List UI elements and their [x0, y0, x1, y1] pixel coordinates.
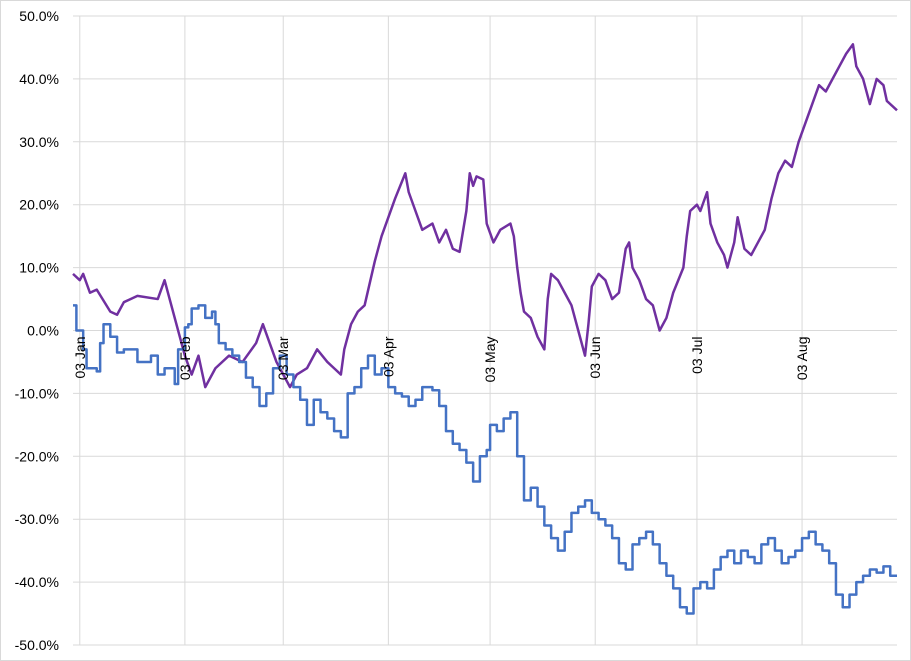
series-line-1	[72, 43, 898, 389]
x-tick-label: 03 Apr	[380, 336, 396, 377]
y-tick-label: 40.0%	[19, 71, 59, 87]
y-tick-label: -30.0%	[15, 511, 59, 527]
x-tick-label: 03 Mar	[275, 336, 291, 380]
y-tick-label: -40.0%	[15, 574, 59, 590]
x-tick-label: 03 Jun	[587, 337, 603, 379]
x-tick-label: 03 Jan	[72, 337, 88, 379]
x-tick-label: 03 Jul	[689, 337, 705, 374]
y-tick-label: 20.0%	[19, 197, 59, 213]
series-layer	[72, 43, 898, 615]
y-tick-label: 50.0%	[19, 8, 59, 24]
x-axis-tick-labels: 03 Jan 03 Feb 03 Mar 03 Apr 03 May 03 Jun 03 J…	[72, 336, 810, 382]
y-axis-tick-labels: 50.0% 40.0% 30.0% 20.0% 10.0% 0.0% -10.0% -20.0…	[15, 8, 59, 653]
y-tick-label: -20.0%	[15, 448, 59, 464]
y-tick-label: 30.0%	[19, 134, 59, 150]
x-tick-label: 03 Feb	[177, 336, 193, 380]
x-tick-label: 03 May	[482, 337, 498, 383]
y-tick-label: -50.0%	[15, 637, 59, 653]
series-line-2	[73, 304, 897, 615]
x-tick-label: 03 Aug	[794, 337, 810, 381]
y-tick-label: -10.0%	[15, 385, 59, 401]
y-tick-label: 0.0%	[27, 323, 59, 339]
horizontal-gridlines	[73, 15, 897, 646]
y-tick-label: 10.0%	[19, 260, 59, 276]
